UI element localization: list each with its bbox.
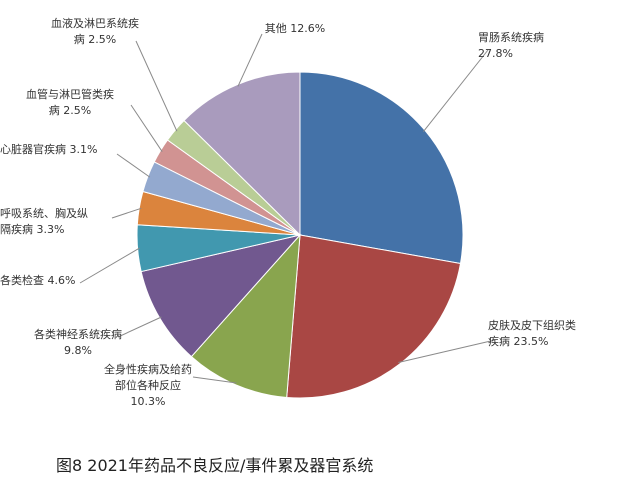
leader-line-4 xyxy=(79,247,140,284)
leader-line-0 xyxy=(423,49,489,132)
leader-line-8 xyxy=(135,40,178,132)
leader-line-1 xyxy=(398,339,496,363)
slice-label-1: 皮肤及皮下组织类疾病 23.5% xyxy=(488,318,576,348)
leader-line-9 xyxy=(237,33,263,87)
leader-line-5 xyxy=(111,207,142,219)
pie-slice-0 xyxy=(299,71,464,265)
slice-label-9: 其他 12.6% xyxy=(265,22,325,35)
leader-line-2 xyxy=(192,376,237,384)
slice-label-4: 各类检查 4.6% xyxy=(0,273,75,287)
pie-slice-1 xyxy=(286,234,462,399)
pie-slice-2 xyxy=(190,233,301,398)
leader-lines xyxy=(79,33,496,384)
slice-label-7: 血管与淋巴管类疾病 2.5% xyxy=(26,87,114,117)
slice-label-0: 胃肠系统疾病 27.8% xyxy=(478,30,544,60)
leader-line-3 xyxy=(117,316,162,338)
slice-label-6: 心脏器官疾病 3.1% xyxy=(0,142,97,156)
pie-slices xyxy=(136,71,464,399)
leader-line-7 xyxy=(130,104,163,152)
leader-line-6 xyxy=(116,153,151,178)
slice-label-3: 各类神经系统疾病 9.8% xyxy=(34,327,122,357)
slice-label-5: 呼吸系统、胸及纵隔疾病 3.3% xyxy=(0,206,88,236)
figure-caption: 图8 2021年药品不良反应/事件累及器官系统 xyxy=(56,456,374,475)
slice-labels: 胃肠系统疾病 27.8% 皮肤及皮下组织类疾病 23.5% 全身性疾病及给药部位各种反… xyxy=(0,16,576,408)
slice-label-2: 全身性疾病及给药部位各种反应 10.3% xyxy=(104,362,192,408)
slice-label-8: 血液及淋巴系统疾病 2.5% xyxy=(51,16,139,46)
pie-slice-9 xyxy=(183,71,301,237)
